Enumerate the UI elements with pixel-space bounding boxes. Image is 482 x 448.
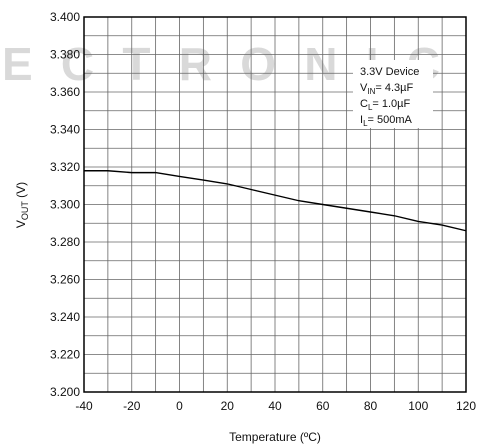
y-axis-label: VOUT (V) [14,182,30,228]
x-tick-label: 20 [221,399,235,413]
annotation-line: CL= 1.0µF [360,98,411,112]
y-tick-label: 3.400 [50,10,80,24]
y-axis-label-sub: OUT [20,201,30,221]
annotation-line: VIN= 4.3µF [360,82,413,96]
y-tick-label: 3.360 [50,85,80,99]
y-tick-label: 3.340 [50,123,80,137]
y-axis-label-main: V [14,220,28,228]
x-tick-label: -20 [123,399,141,413]
y-tick-labels: 3.200 3.220 3.240 3.260 3.280 3.300 3.320 3.340… [50,10,80,399]
plot-frame [83,16,467,393]
x-axis-label: Temperature (ºC) [229,430,321,444]
x-tick-label: 40 [268,399,282,413]
y-tick-label: 3.240 [50,310,80,324]
legend-box [353,60,433,128]
y-tick-label: 3.260 [50,273,80,287]
annotation-line: IL= 500mA [360,114,413,128]
y-tick-label: 3.280 [50,235,80,249]
x-tick-label: 60 [316,399,330,413]
x-tick-label: -40 [75,399,93,413]
y-tick-label: 3.320 [50,160,80,174]
series-line [84,170,467,232]
x-tick-labels: -40 -20 0 20 40 60 80 100 120 [75,399,476,413]
y-tick-label: 3.220 [50,348,80,362]
annotation-box: 3.3V Device VIN= 4.3µF CL= 1.0µF IL= 500mA [360,66,419,128]
x-tick-label: 0 [176,399,183,413]
y-tick-label: 3.380 [50,48,80,62]
y-axis-label-unit: (V) [14,182,28,201]
y-tick-label: 3.200 [50,385,80,399]
x-tick-label: 120 [456,399,476,413]
x-tick-label: 80 [364,399,378,413]
x-tick-label: 100 [408,399,428,413]
series-layer [84,170,467,232]
annotation-line: 3.3V Device [360,66,419,78]
y-tick-label: 3.300 [50,198,80,212]
